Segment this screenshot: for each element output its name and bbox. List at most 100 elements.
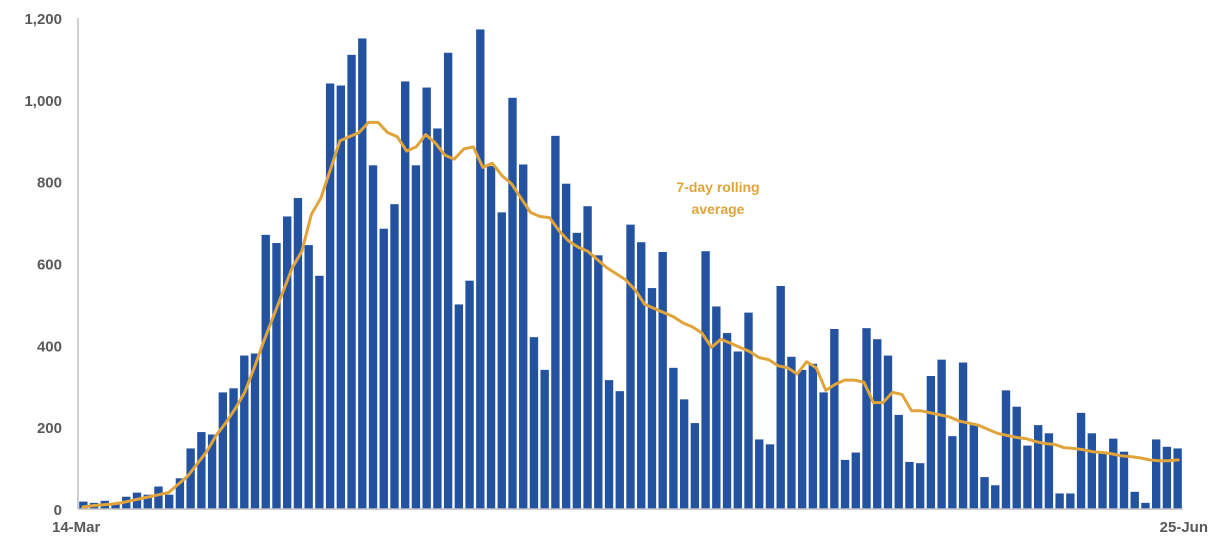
- bar: [315, 275, 324, 509]
- bar: [830, 328, 839, 509]
- bar: [443, 52, 453, 509]
- bar: [669, 367, 678, 509]
- y-axis-tick-labels: 0 200 400 600 800 1,000 1,200: [24, 11, 62, 519]
- bar: [873, 339, 882, 509]
- bar: [165, 494, 174, 509]
- bar: [744, 312, 753, 509]
- bar: [733, 351, 742, 509]
- bar: [883, 355, 893, 509]
- bar: [915, 463, 925, 509]
- annotation-line-1: 7-day rolling: [676, 179, 759, 195]
- bar: [1066, 493, 1075, 509]
- bar: [1098, 451, 1107, 509]
- bar: [336, 85, 346, 509]
- bar: [991, 485, 1000, 509]
- bar: [840, 459, 850, 509]
- bar: [615, 391, 624, 509]
- bar: [497, 212, 506, 509]
- bar: [808, 363, 818, 509]
- bar: [486, 166, 496, 509]
- bar: [1130, 491, 1139, 509]
- bar: [980, 477, 989, 509]
- bar: [1076, 412, 1086, 509]
- bar: [529, 337, 539, 509]
- rolling-average-line: [81, 120, 1180, 509]
- bar: [958, 362, 968, 509]
- y-tick-label: 1,200: [24, 11, 62, 28]
- bar: [1023, 445, 1032, 509]
- bar: [1152, 439, 1161, 509]
- bar: [776, 286, 785, 509]
- bar: [765, 444, 775, 509]
- x-tick-label-first: 14-Mar: [52, 519, 101, 536]
- bar: [79, 501, 88, 509]
- bar: [937, 359, 946, 509]
- y-tick-label: 1,000: [24, 93, 62, 110]
- bar: [154, 486, 163, 509]
- bar: [283, 216, 292, 509]
- bar: [926, 376, 936, 509]
- bar: [797, 369, 807, 509]
- bar: [755, 439, 764, 509]
- bar: [519, 164, 528, 510]
- bar: [250, 353, 260, 509]
- bar: [175, 478, 185, 509]
- bar: [261, 234, 270, 510]
- bar: [604, 380, 614, 509]
- bar: [712, 306, 721, 509]
- bar: [551, 135, 560, 509]
- bar: [304, 245, 313, 509]
- bar: [218, 392, 228, 509]
- bar: [390, 204, 399, 510]
- bar: [229, 388, 238, 509]
- bar: [433, 128, 442, 509]
- y-tick-label: 400: [37, 338, 62, 355]
- bar: [572, 232, 582, 509]
- bar: [637, 242, 646, 509]
- bar: [325, 83, 335, 509]
- bar: [476, 29, 485, 510]
- bar: [454, 304, 464, 509]
- y-tick-label: 200: [37, 420, 62, 437]
- bar: [561, 183, 571, 509]
- bar: [1033, 425, 1043, 509]
- bar: [422, 87, 431, 509]
- bar: [583, 206, 592, 509]
- bar: [508, 97, 517, 509]
- bar: [690, 423, 700, 509]
- annotation-line-2: average: [692, 201, 745, 217]
- bar: [1055, 493, 1064, 509]
- bar: [293, 198, 303, 509]
- bar: [701, 251, 710, 509]
- bar: [722, 333, 732, 509]
- bar: [894, 414, 903, 509]
- bar: [111, 502, 120, 509]
- bar: [787, 356, 796, 509]
- bar: [186, 448, 195, 509]
- bar: [594, 255, 603, 509]
- bar: [626, 224, 635, 509]
- bar: [379, 228, 388, 509]
- bar-series: [79, 29, 1182, 510]
- bar: [905, 461, 914, 509]
- bar: [851, 452, 860, 509]
- bar: [1044, 433, 1054, 509]
- y-tick-label: 800: [37, 175, 62, 192]
- bar: [347, 54, 356, 509]
- bar: [948, 436, 957, 509]
- bar: [1119, 451, 1129, 509]
- bar: [1141, 502, 1150, 509]
- bar: [969, 425, 978, 509]
- bar: [1087, 433, 1096, 509]
- bar: [1012, 406, 1021, 509]
- bar: [1109, 438, 1118, 509]
- bar: [401, 81, 410, 510]
- x-tick-label-last: 25-Jun: [1160, 519, 1208, 536]
- bar: [465, 280, 474, 509]
- bar: [819, 392, 828, 509]
- bar: [658, 252, 667, 510]
- bar: [411, 165, 421, 510]
- y-tick-label: 600: [37, 257, 62, 274]
- bar: [368, 165, 378, 510]
